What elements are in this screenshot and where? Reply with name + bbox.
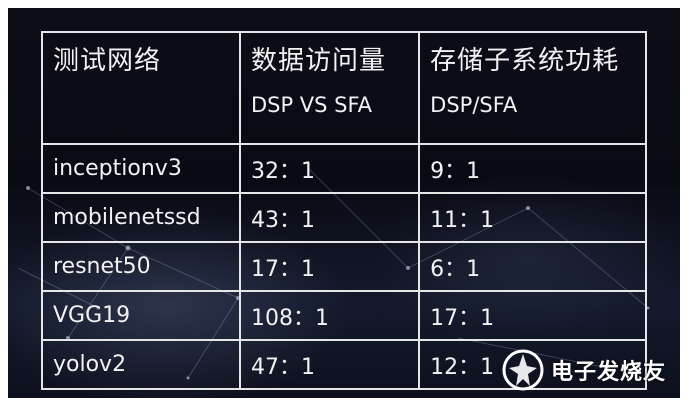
cell-data-access: 32：1 [238,143,421,194]
cell-power: 6：1 [418,241,647,292]
comparison-table: 测试网络 数据访问量 DSP VS SFA 存储子系统功耗 DSP/SFA in… [41,31,647,390]
table-row: mobilenetssd 43：1 11：1 [41,192,647,243]
network-name: resnet50 [53,254,151,279]
data-access-ratio: 43：1 [250,207,315,233]
watermark-text: 电子发烧友 [550,360,666,385]
header-network-label: 测试网络 [53,46,162,76]
data-access-ratio: 17：1 [250,256,315,282]
header-power-title: 存储子系统功耗 [430,46,620,76]
header-data-access-subtitle: DSP VS SFA [250,93,373,117]
network-name: VGG19 [53,303,131,328]
header-power-subtitle: DSP/SFA [430,93,518,117]
header-cell-power: 存储子系统功耗 DSP/SFA [418,31,647,145]
network-name: yolov2 [53,352,127,377]
data-access-ratio: 32：1 [250,158,315,184]
slide: 测试网络 数据访问量 DSP VS SFA 存储子系统功耗 DSP/SFA in… [8,8,680,398]
data-access-ratio: 108：1 [250,305,329,331]
network-name: mobilenetssd [53,205,201,230]
data-access-ratio: 47：1 [250,354,315,380]
cell-network: mobilenetssd [41,192,241,243]
cell-data-access: 43：1 [238,192,421,243]
cell-network: inceptionv3 [41,143,241,194]
cell-power: 9：1 [418,143,647,194]
table-row: inceptionv3 32：1 9：1 [41,143,647,194]
power-ratio: 6：1 [430,256,481,282]
cell-power: 11：1 [418,192,647,243]
network-name: inceptionv3 [53,156,182,181]
cell-data-access: 108：1 [238,290,421,341]
cell-data-access: 47：1 [238,339,421,390]
cell-data-access: 17：1 [238,241,421,292]
elecfans-logo-icon [502,349,544,391]
power-ratio: 11：1 [430,207,495,233]
header-data-access-title: 数据访问量 [250,46,386,76]
cell-power: 17：1 [418,290,647,341]
table-header-row: 测试网络 数据访问量 DSP VS SFA 存储子系统功耗 DSP/SFA [41,31,647,145]
power-ratio: 9：1 [430,158,481,184]
watermark: 电子发烧友 [501,348,666,392]
power-ratio: 12：1 [430,354,495,380]
cell-network: VGG19 [41,290,241,341]
table-row: VGG19 108：1 17：1 [41,290,647,341]
table-row: yolov2 47：1 12：1 [41,339,647,390]
table-row: resnet50 17：1 6：1 [41,241,647,292]
power-ratio: 17：1 [430,305,495,331]
header-cell-network: 测试网络 [41,31,241,145]
header-cell-data-access: 数据访问量 DSP VS SFA [238,31,421,145]
cell-network: yolov2 [41,339,241,390]
cell-network: resnet50 [41,241,241,292]
